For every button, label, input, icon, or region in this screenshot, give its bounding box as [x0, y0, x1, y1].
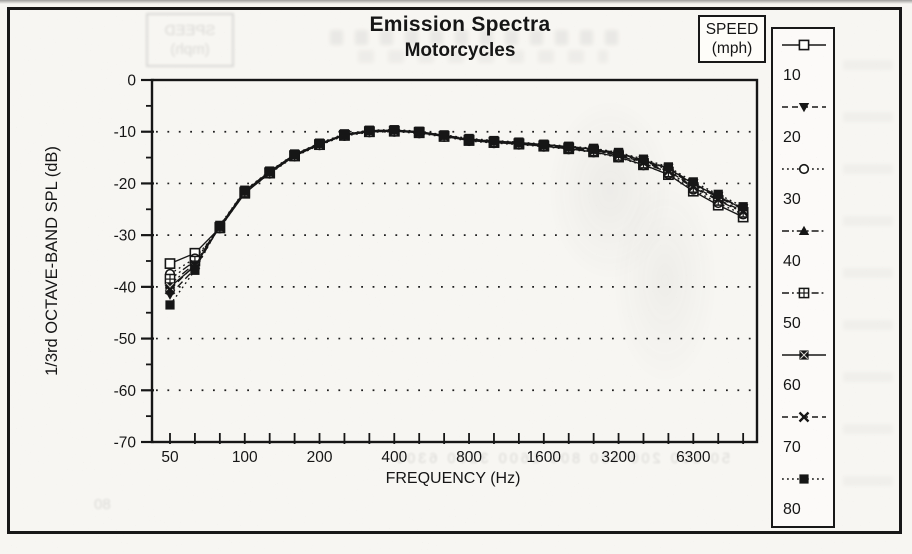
- series-40: [164, 125, 749, 289]
- series-10-line: [169, 130, 744, 265]
- series-50-line: [169, 130, 744, 280]
- marker-filled-square: [414, 126, 424, 136]
- marker-filled-square: [265, 166, 275, 176]
- series-20-line: [169, 129, 744, 296]
- chart-title: Emission Spectra: [369, 13, 551, 36]
- series-80-line: [169, 128, 744, 306]
- x-tick-label: 6300: [676, 449, 711, 466]
- marker-filled-square: [514, 137, 524, 147]
- y-tick-label: -60: [114, 383, 137, 400]
- legend-marker-40: [773, 224, 833, 238]
- series-50: [164, 125, 749, 285]
- marker-filled-square: [190, 265, 200, 275]
- marker-filled-square: [564, 141, 574, 151]
- legend-label-60: 60: [783, 377, 801, 394]
- legend-label-10: 10: [783, 67, 801, 84]
- legend-label-50: 50: [783, 315, 801, 332]
- y-tick-label: 0: [127, 73, 136, 90]
- legend-marker-30: [773, 162, 833, 176]
- plot-frame: [150, 78, 759, 444]
- legend-marker-60: [773, 348, 833, 362]
- y-tick-label: -30: [114, 228, 137, 245]
- x-tick-label: 400: [381, 449, 407, 466]
- x-tick-label: 1600: [527, 449, 562, 466]
- x-tick-label: 100: [232, 449, 258, 466]
- legend: 10 20 30 40 50 60 70 80: [771, 27, 835, 528]
- series-40-line: [169, 130, 744, 285]
- marker-filled-square: [364, 125, 374, 135]
- x-tick-label: 800: [456, 449, 482, 466]
- marker-filled-square: [738, 202, 748, 212]
- x-axis-title: FREQUENCY (Hz): [386, 470, 521, 487]
- marker-filled-square: [589, 143, 599, 153]
- series-30-line: [169, 131, 744, 275]
- marker-filled-square: [290, 149, 300, 159]
- x-tick-label: 50: [161, 449, 179, 466]
- marker-filled-square: [638, 154, 649, 164]
- series-10: [164, 125, 749, 269]
- marker-filled-square: [439, 130, 449, 140]
- marker-filled-square: [215, 220, 225, 230]
- legend-title-box: SPEED (mph): [698, 15, 766, 63]
- legend-title-speed: SPEED: [705, 20, 759, 38]
- marker-filled-square: [240, 185, 250, 195]
- marker-filled-square: [165, 300, 175, 310]
- legend-title-units: (mph): [711, 40, 753, 57]
- legend-label-40: 40: [783, 253, 801, 270]
- marker-filled-square: [539, 139, 549, 149]
- legend-marker-80: [773, 472, 833, 486]
- series-30: [164, 126, 749, 280]
- y-tick-label: -70: [114, 435, 137, 452]
- series-70: [164, 125, 749, 295]
- legend-marker-20: [773, 100, 833, 114]
- marker-filled-square: [663, 162, 673, 172]
- marker-filled-square: [713, 189, 723, 199]
- legend-label-30: 30: [783, 191, 801, 208]
- y-axis-title: 1/3rd OCTAVE-BAND SPL (dB): [43, 146, 61, 376]
- legend-marker-70: [773, 410, 833, 424]
- marker-filled-square: [613, 147, 624, 157]
- series-60: [165, 125, 748, 292]
- y-tick-label: -40: [114, 279, 137, 296]
- marker-filled-square: [688, 177, 698, 187]
- legend-label-20: 20: [783, 129, 801, 146]
- series-70-line: [169, 130, 744, 290]
- series-60-line: [169, 129, 744, 288]
- legend-marker-10: [773, 38, 833, 52]
- y-tick-label: -10: [114, 124, 137, 141]
- marker-open-square: [798, 39, 810, 51]
- marker-filled-square: [489, 135, 499, 146]
- series-20: [164, 126, 749, 300]
- marker-open-square: [164, 258, 176, 269]
- legend-marker-50: [773, 286, 833, 300]
- series-80: [165, 125, 748, 310]
- legend-label-70: 70: [783, 439, 801, 456]
- marker-filled-square: [799, 474, 809, 484]
- legend-label-80: 80: [783, 501, 801, 518]
- x-tick-label: 200: [307, 449, 333, 466]
- marker-filled-square: [389, 125, 399, 135]
- y-tick-label: -50: [114, 331, 137, 348]
- title-block: Emission Spectra Motorcycles: [280, 13, 640, 62]
- scan-edge-artifact: [0, 0, 912, 4]
- x-tick-label: 3200: [601, 449, 636, 466]
- marker-filled-square: [339, 129, 350, 139]
- marker-filled-square: [314, 138, 325, 148]
- y-tick-label: -20: [114, 176, 137, 193]
- marker-filled-square: [464, 133, 474, 144]
- marker-open-circle: [798, 163, 810, 175]
- chart-subtitle: Motorcycles: [404, 40, 516, 61]
